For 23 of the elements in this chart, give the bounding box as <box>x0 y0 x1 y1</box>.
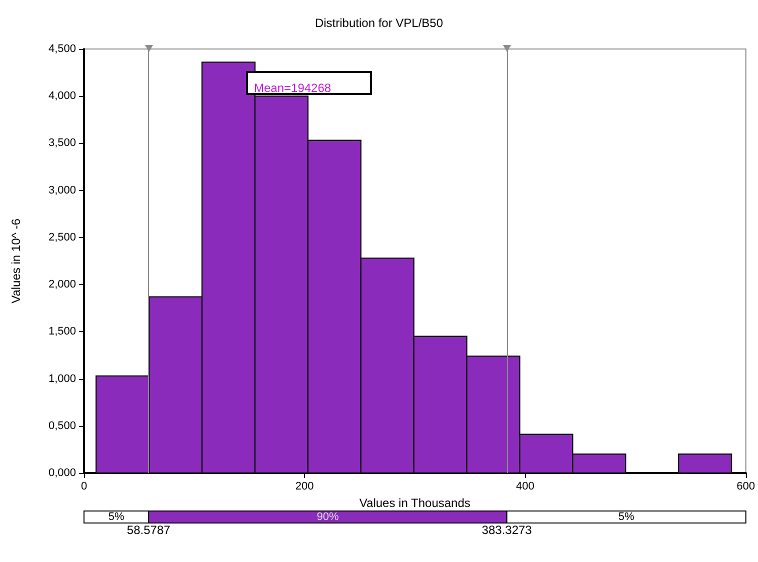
text: 383.3273 <box>482 523 532 537</box>
y-tick-label: 4,000 <box>48 90 76 102</box>
x-tick-label: 200 <box>295 480 314 492</box>
callout-box: Mean=194268 <box>246 71 372 95</box>
text: 58.5787 <box>126 523 171 537</box>
y-tick-label: 1,500 <box>48 326 76 338</box>
y-tick-label: 1,000 <box>48 372 76 385</box>
y-tick-label: 0,500 <box>48 420 76 432</box>
y-tick-label: 2,500 <box>48 231 76 244</box>
x-tick-label: 400 <box>516 480 534 492</box>
text: 90% <box>316 511 339 523</box>
y-tick-label: 3,500 <box>48 137 76 150</box>
y-tick-label: 2,000 <box>48 278 76 291</box>
y-axis-title: Values in 10^ -6 <box>9 218 23 304</box>
y-tick-label: 4,500 <box>48 43 76 55</box>
text: 5% <box>618 511 634 523</box>
x-tick-label: 600 <box>736 480 756 492</box>
x-tick-label: 0 <box>80 480 88 492</box>
y-tick-label: 0,000 <box>48 467 76 479</box>
chart-title: Distribution for VPL/B50 <box>314 16 444 30</box>
x-axis-title: Values in Thousands <box>359 496 470 510</box>
y-tick-label: 3,000 <box>48 184 76 196</box>
text: 5% <box>108 511 124 523</box>
